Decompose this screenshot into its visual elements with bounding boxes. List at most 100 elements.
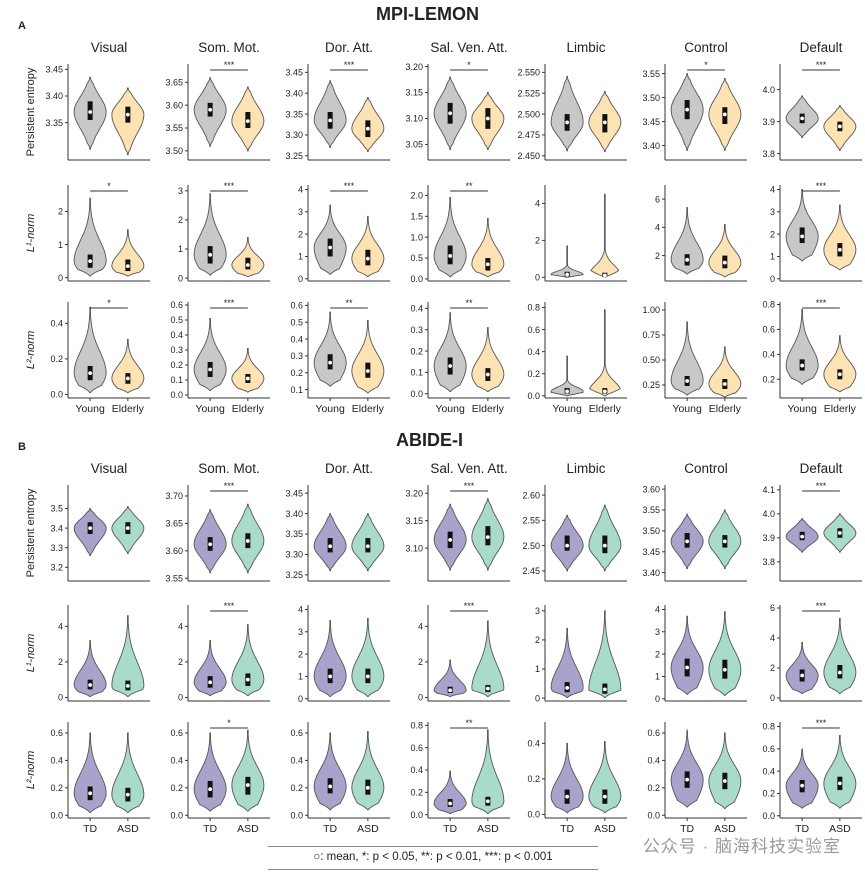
y-tick-label: 0.4	[647, 756, 660, 766]
y-tick-label: 0.3	[170, 345, 183, 355]
y-tick-label: 0.6	[527, 325, 540, 335]
y-tick-label: 0.5	[290, 317, 303, 327]
significance-stars: ***	[224, 181, 235, 191]
y-tick-label: 0.4	[170, 756, 183, 766]
y-tick-label: 3.50	[642, 526, 660, 536]
y-tick-label: 1.0	[410, 232, 423, 242]
significance-stars: ***	[816, 298, 827, 308]
network-title: Sal. Ven. Att.	[430, 40, 507, 55]
mean-marker	[448, 111, 453, 116]
y-tick-label: 2	[298, 649, 303, 659]
watermark-text: 公众号 · 脑海科技实验室	[642, 837, 841, 856]
y-tick-label: 4.0	[762, 509, 775, 519]
mean-marker	[208, 107, 213, 112]
y-tick-label: 0.8	[527, 303, 540, 313]
y-tick-label: 3.40	[285, 509, 303, 519]
y-tick-label: 0.2	[527, 369, 540, 379]
violin-elderly	[708, 224, 742, 278]
y-tick-label: 0.25	[642, 380, 660, 390]
y-tick-label: 2	[298, 229, 303, 239]
mean-marker	[88, 110, 93, 114]
violin-young	[550, 355, 584, 397]
y-tick-label: 2	[535, 635, 540, 645]
y-tick-label: 4	[770, 185, 775, 195]
y-tick-label: 0.4	[410, 304, 423, 314]
violin-asd	[111, 732, 145, 813]
mean-marker	[448, 254, 453, 258]
y-tick-label: 4	[298, 605, 303, 615]
mean-marker	[88, 683, 93, 687]
y-tick-label: 0.2	[410, 788, 423, 798]
y-tick-label: 0.50	[642, 355, 660, 365]
y-tick-label: 3.15	[405, 516, 423, 526]
violin-td	[433, 770, 467, 814]
y-tick-label: 0.6	[290, 728, 303, 738]
x-tick-label: ASD	[714, 823, 736, 835]
y-tick-label: 4	[655, 223, 660, 233]
significance-stars: **	[465, 181, 473, 191]
y-tick-label: 0.6	[50, 728, 63, 738]
y-tick-label: 4	[178, 622, 183, 632]
mean-marker	[800, 783, 805, 788]
mean-marker	[722, 667, 727, 672]
y-tick-label: 0.1	[170, 375, 183, 385]
x-tick-label: TD	[323, 823, 337, 835]
y-tick-label: 1	[770, 252, 775, 262]
y-tick-label: 0.8	[762, 300, 775, 310]
mean-marker	[565, 686, 570, 690]
violin-young	[433, 312, 467, 393]
y-tick-label: 3	[178, 186, 183, 196]
mean-marker	[485, 116, 490, 121]
significance-stars: **	[465, 718, 473, 728]
y-tick-label: 4.1	[762, 485, 775, 495]
y-tick-label: 2.45	[522, 566, 540, 576]
mean-marker	[685, 777, 690, 782]
mean-marker	[328, 118, 333, 123]
x-tick-label: ASD	[117, 823, 139, 835]
mean-marker	[685, 257, 690, 262]
y-tick-label: 0	[58, 273, 63, 283]
y-tick-label: 3.60	[642, 484, 660, 494]
y-tick-label: 2.60	[522, 490, 540, 500]
violin-td	[193, 732, 227, 812]
x-tick-label: Elderly	[472, 403, 505, 415]
x-tick-label: Young	[195, 403, 225, 415]
y-tick-label: 3.4	[50, 523, 63, 533]
y-tick-label: 0.1	[290, 385, 303, 395]
mean-marker	[685, 539, 690, 544]
mean-marker	[448, 688, 453, 693]
y-tick-label: 0.2	[170, 360, 183, 370]
y-tick-label: 1.5	[410, 212, 423, 222]
y-tick-label: 0.6	[410, 743, 423, 753]
y-tick-label: 0.4	[170, 330, 183, 340]
y-tick-label: 3.45	[642, 547, 660, 557]
y-tick-label: 3.40	[642, 141, 660, 151]
mean-marker	[485, 262, 490, 267]
violin-elderly	[590, 193, 620, 278]
y-tick-label: 2	[58, 207, 63, 217]
y-tick-label: 2.50	[522, 541, 540, 551]
violin-td	[550, 742, 584, 814]
y-tick-label: 2.550	[517, 68, 540, 78]
violin-elderly	[351, 320, 385, 394]
y-tick-label: 3.10	[405, 114, 423, 124]
y-tick-label: 1	[178, 244, 183, 254]
mean-marker	[722, 260, 727, 265]
network-title: Limbic	[566, 461, 605, 476]
y-tick-label: 2.0	[410, 191, 423, 201]
panel-b-letter: B	[18, 441, 26, 453]
y-tick-label: 1.00	[642, 305, 660, 315]
violin-asd	[471, 729, 505, 814]
mean-marker	[125, 792, 130, 797]
y-tick-label: 0.0	[527, 810, 540, 820]
significance-stars: ***	[224, 60, 235, 70]
violin-td	[785, 747, 819, 809]
x-tick-label: Elderly	[709, 403, 742, 415]
violin-elderly	[471, 327, 505, 393]
significance-stars: *	[107, 181, 111, 191]
y-tick-label: 3.40	[285, 88, 303, 98]
metric-axis-label: L¹-norm	[25, 634, 37, 673]
significance-stars: ***	[464, 481, 475, 491]
y-tick-label: 0.5	[410, 253, 423, 263]
mean-marker	[685, 107, 690, 112]
